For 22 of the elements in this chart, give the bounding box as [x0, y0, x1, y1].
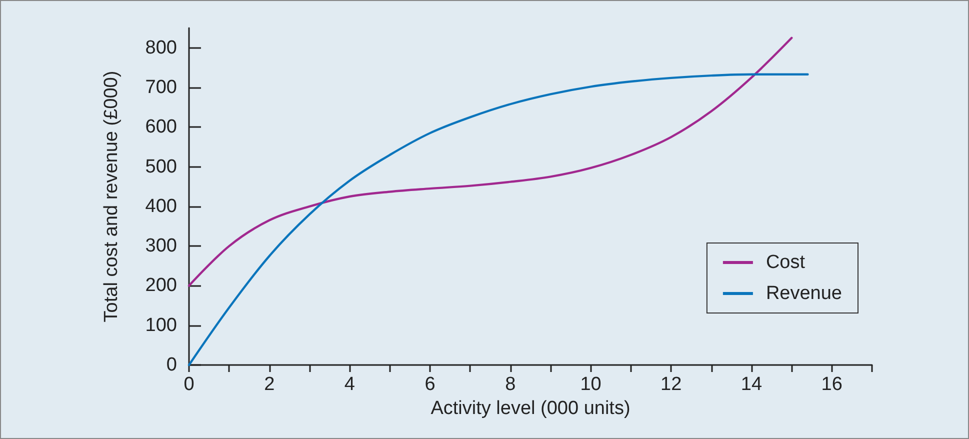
y-tick-label: 700 [145, 76, 177, 98]
x-tick-label: 4 [344, 374, 356, 395]
x-tick-label: 14 [740, 374, 762, 395]
x-tick-label: 0 [184, 374, 194, 395]
y-tick-label: 100 [145, 314, 177, 336]
x-tick-label: 6 [424, 374, 436, 395]
x-tick-label: 2 [264, 374, 275, 395]
x-axis-title: Activity level (000 units) [430, 398, 630, 419]
y-tick-label: 300 [145, 236, 177, 257]
x-tick-label: 8 [505, 374, 516, 395]
x-tick-label: 12 [660, 374, 682, 395]
x-tick-label: 16 [821, 374, 842, 395]
y-tick-label: 500 [145, 156, 177, 178]
y-tick-label: 800 [145, 37, 177, 58]
y-tick-label: 600 [145, 116, 177, 138]
y-axis-title: Total cost and revenue (£000) [101, 70, 122, 322]
legend-label: Cost [766, 252, 806, 273]
y-tick-label: 200 [145, 275, 177, 296]
x-tick-label: 10 [580, 374, 602, 395]
legend-label: Revenue [766, 283, 842, 304]
y-tick-label: 400 [145, 196, 177, 217]
y-tick-label: 0 [166, 354, 177, 376]
